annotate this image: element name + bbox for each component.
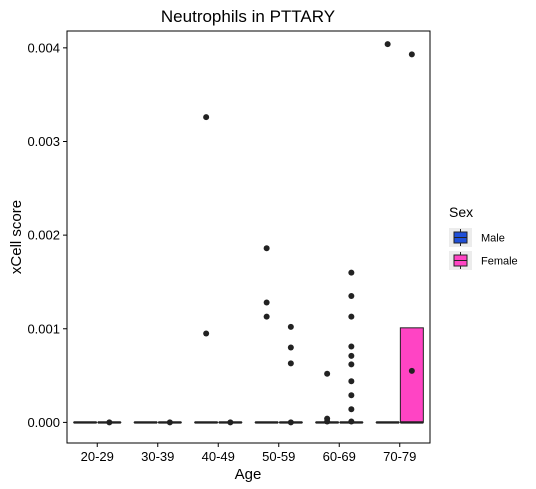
outlier-point [287, 344, 294, 351]
y-tick-label: 0.004 [27, 40, 60, 55]
x-tick-label: 40-49 [202, 449, 235, 464]
legend-item-male: Male [449, 228, 505, 247]
outlier-point [263, 299, 270, 306]
x-tick-label: 50-59 [262, 449, 295, 464]
outlier-point [203, 330, 210, 337]
outlier-point [324, 418, 331, 425]
legend-title: Sex [449, 204, 473, 220]
outlier-point [408, 367, 415, 374]
x-tick-label: 30-39 [141, 449, 174, 464]
outlier-point [348, 418, 355, 425]
outlier-point [263, 245, 270, 252]
x-tick-label: 70-79 [383, 449, 416, 464]
outlier-point [106, 419, 113, 426]
outlier-point [348, 392, 355, 399]
outlier-point [348, 378, 355, 385]
box-female-70-79 [399, 327, 424, 424]
outlier-point [348, 343, 355, 350]
outlier-group [106, 41, 415, 426]
y-tick-label: 0.002 [27, 228, 60, 243]
outlier-point [287, 360, 294, 367]
x-tick-label: 20-29 [81, 449, 114, 464]
outlier-point [348, 269, 355, 276]
y-tick-label: 0.000 [27, 415, 60, 430]
outlier-point [166, 419, 173, 426]
outlier-point [324, 370, 331, 377]
outlier-point [384, 41, 391, 48]
y-tick-label: 0.003 [27, 134, 60, 149]
outlier-point [348, 313, 355, 320]
outlier-point [348, 352, 355, 359]
legend-item-female: Female [449, 251, 518, 270]
outlier-point [287, 323, 294, 330]
outlier-point [348, 292, 355, 299]
legend-label: Female [481, 256, 518, 268]
plot-panel [66, 30, 431, 444]
outlier-point [408, 51, 415, 58]
box-body [399, 327, 424, 423]
outlier-point [287, 419, 294, 426]
outlier-point [348, 406, 355, 413]
y-tick-label: 0.001 [27, 321, 60, 336]
chart-title: Neutrophils in PTTARY [161, 7, 335, 26]
outlier-point [263, 313, 270, 320]
outlier-point [348, 361, 355, 368]
x-axis-title: Age [235, 466, 262, 483]
x-tick-label: 60-69 [323, 449, 356, 464]
legend: Sex Male Female [449, 204, 518, 270]
y-axis-title: xCell score [8, 200, 25, 274]
outlier-point [227, 419, 234, 426]
x-axis: 20-29 30-39 40-49 50-59 60-69 70-79 [81, 443, 416, 464]
y-axis: 0.000 0.001 0.002 0.003 0.004 [27, 40, 67, 430]
legend-label: Male [481, 233, 505, 245]
outlier-point [203, 114, 210, 121]
